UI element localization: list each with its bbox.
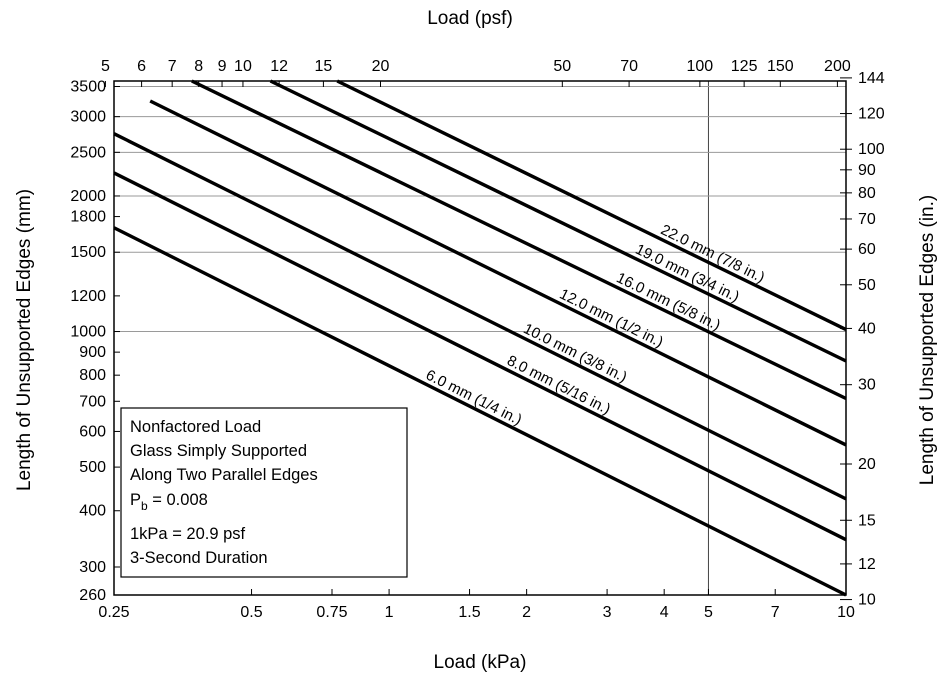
x-top-tick-label: 5 [101,58,110,75]
y-right-tick-label: 120 [858,106,885,123]
y-left-tick-label: 800 [79,367,106,384]
plot-area-frame [113,80,847,596]
series-line [269,79,847,363]
x-top-tick-label: 50 [553,58,571,75]
left-axis-title: Length of Unsupported Edges (mm) [14,189,35,491]
series-line [113,132,847,501]
x-top-tick-label: 10 [234,58,252,75]
x-top-tick-label: 6 [137,58,146,75]
y-left-tick-label: 3500 [70,79,106,96]
y-right-tick-label: 60 [858,241,876,258]
top-axis-title: Load (psf) [427,8,513,29]
x-top-tick-label: 15 [315,58,333,75]
x-bottom-tick-label: 3 [603,604,612,621]
x-bottom-tick-label: 1.5 [458,604,480,621]
y-left-tick-label: 700 [79,393,106,410]
y-left-tick-label: 2000 [70,188,106,205]
y-right-tick-label: 30 [858,377,876,394]
x-top-tick-label: 200 [824,58,851,75]
y-left-tick-label: 300 [79,559,106,576]
legend-line-6: 3-Second Duration [130,549,268,567]
y-left-tick-label: 1000 [70,324,106,341]
x-bottom-tick-label: 4 [660,604,669,621]
y-left-tick-label: 400 [79,503,106,520]
series-lines [113,79,847,597]
x-top-tick-label: 150 [767,58,794,75]
x-bottom-tick-label: 7 [771,604,780,621]
legend-line-2: Glass Simply Supported [130,442,307,460]
y-left-tick-label: 260 [79,587,106,604]
x-top-tick-label: 100 [687,58,714,75]
x-bottom-tick-label: 10 [837,604,855,621]
x-top-tick-label: 20 [372,58,390,75]
x-top-tick-label: 12 [270,58,288,75]
axis-ticks [104,77,852,601]
series-line [113,171,847,542]
y-right-tick-label: 90 [858,162,876,179]
x-top-tick-label: 7 [168,58,177,75]
y-right-tick-label: 20 [858,456,876,473]
x-top-tick-label: 125 [731,58,758,75]
y-right-tick-label: 12 [858,556,876,573]
right-axis-title: Length of Unsupported Edges (in.) [917,195,938,485]
y-right-tick-label: 80 [858,185,876,202]
y-right-tick-label: 50 [858,277,876,294]
y-right-tick-label: 70 [858,211,876,228]
y-right-tick-label: 10 [858,592,876,609]
legend-subscript: b [141,499,148,513]
y-right-tick-label: 40 [858,320,876,337]
legend-line-1: Nonfactored Load [130,418,261,436]
x-bottom-tick-label: 1 [385,604,394,621]
y-right-tick-label: 144 [858,70,885,87]
x-top-tick-label: 9 [218,58,227,75]
y-right-tick-label: 100 [858,141,885,158]
bottom-axis-title: Load (kPa) [434,652,527,673]
y-left-tick-label: 3000 [70,109,106,126]
legend-line-5: 1kPa = 20.9 psf [130,525,246,543]
x-bottom-tick-label: 2 [522,604,531,621]
series-line [191,79,847,401]
x-top-tick-label: 70 [620,58,638,75]
legend-line-4: Pb = 0.008 [130,491,208,513]
y-left-tick-label: 1500 [70,244,106,261]
legend-frame [120,407,408,578]
x-bottom-tick-label: 0.5 [240,604,262,621]
x-bottom-tick-label: 0.75 [316,604,347,621]
y-left-tick-label: 1200 [70,288,106,305]
y-left-tick-label: 600 [79,423,106,440]
x-top-tick-label: 8 [194,58,203,75]
legend-box: Nonfactored Load Glass Simply Supported … [120,407,408,578]
y-right-tick-label: 15 [858,512,876,529]
x-bottom-tick-label: 0.25 [98,604,129,621]
y-left-tick-label: 2500 [70,144,106,161]
series-line [149,99,847,447]
y-left-tick-label: 500 [79,459,106,476]
y-left-tick-label: 900 [79,344,106,361]
series-line [113,226,847,597]
series-line [336,79,847,332]
y-left-tick-label: 1800 [70,209,106,226]
legend-line-3: Along Two Parallel Edges [130,466,318,484]
axis-tick-labels: 0.25 0.5 0.75 1 1.5 2 3 4 5 7 105 6 7 8 9 10 12 15 20 50 70 1… [70,58,884,621]
x-bottom-tick-label: 5 [704,604,713,621]
